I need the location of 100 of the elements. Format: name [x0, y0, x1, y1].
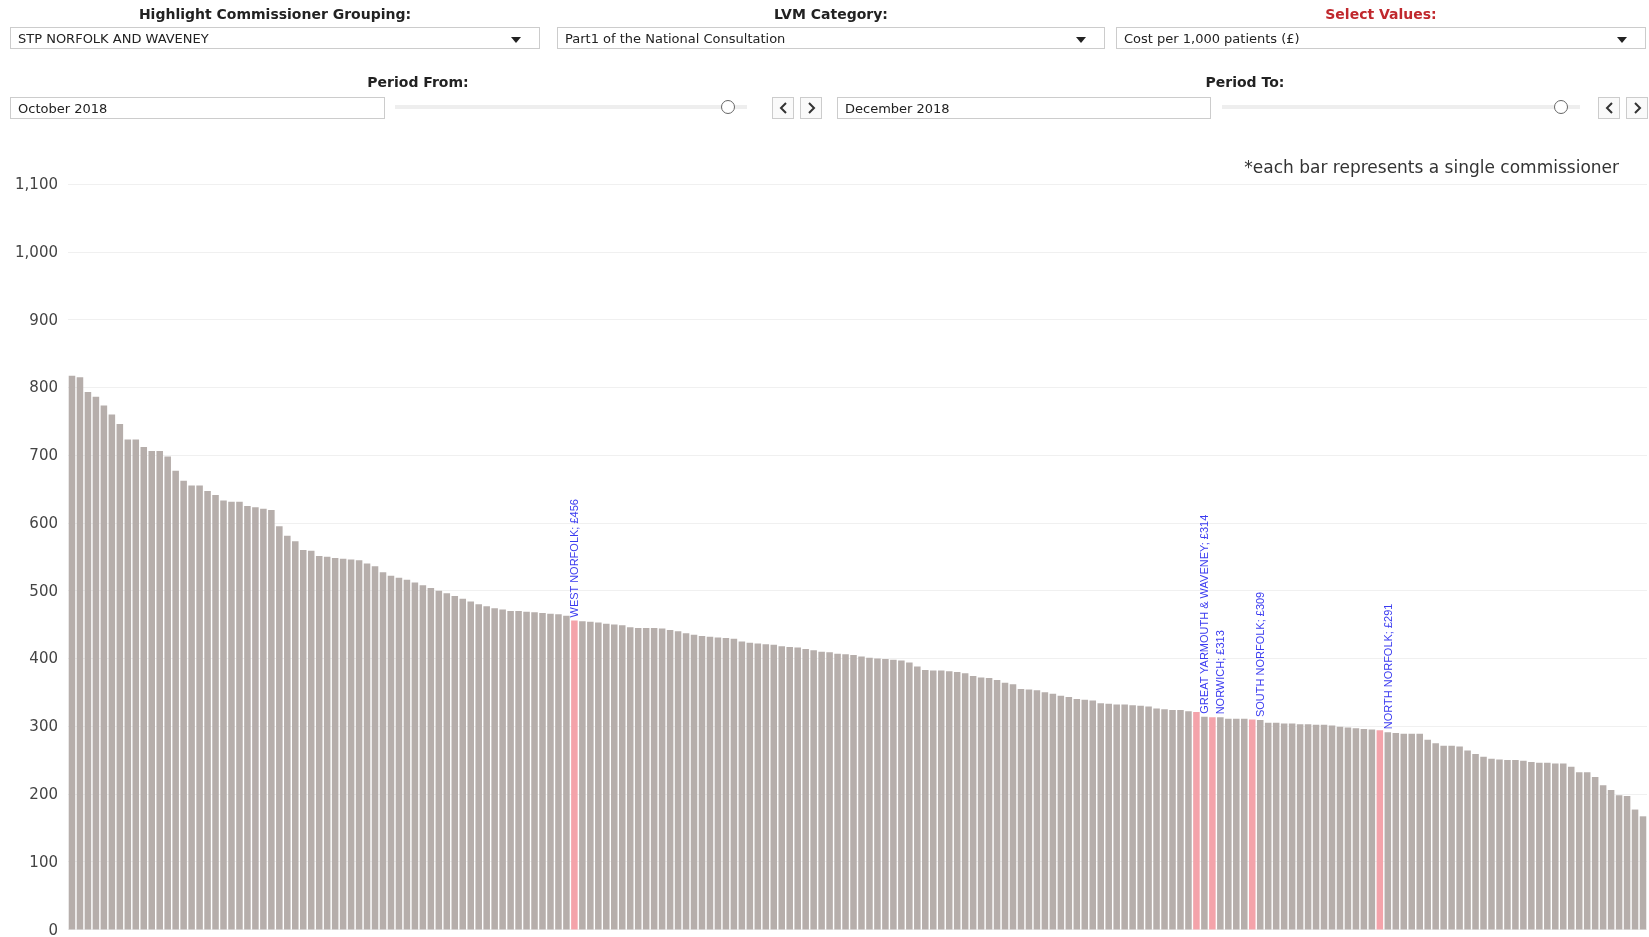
bar: [714, 637, 722, 930]
bar: [754, 643, 762, 930]
bar: [1272, 722, 1280, 930]
bar: [1001, 682, 1009, 930]
bar: [1392, 732, 1400, 930]
bar: [1591, 777, 1599, 930]
bar: [1288, 723, 1296, 930]
bar: [706, 636, 714, 930]
bar: [379, 572, 387, 930]
bar: [339, 558, 347, 930]
text: Cost per 1,000 patients (£): [1116, 27, 1646, 49]
text: December 2018: [837, 97, 1211, 119]
bar: [1296, 724, 1304, 930]
bar: [116, 423, 124, 930]
bar: [730, 638, 738, 930]
bar: [658, 628, 666, 930]
bar: [1025, 689, 1033, 930]
bar: [961, 673, 969, 930]
bar: [1248, 719, 1256, 930]
bar: [1264, 722, 1272, 930]
bar: [1041, 692, 1049, 930]
bar: [92, 396, 100, 930]
bar: [1017, 688, 1025, 930]
bar: [634, 627, 642, 930]
bar: [746, 642, 754, 930]
bar: [1320, 724, 1328, 930]
bar: [642, 627, 650, 930]
bar: [738, 641, 746, 930]
bar: [1201, 716, 1208, 930]
bar: [355, 560, 363, 930]
text: Period From:: [366, 74, 470, 90]
text: STP NORFOLK AND WAVENEY: [10, 27, 540, 49]
bar: [1049, 693, 1057, 930]
bar: [371, 566, 379, 930]
bar: [84, 392, 92, 930]
bar: [435, 590, 443, 930]
bar: [443, 593, 451, 930]
text: Period To:: [1204, 74, 1286, 90]
bar: [1280, 723, 1288, 930]
bar: [1057, 695, 1065, 930]
y-tick-label: 300: [29, 717, 58, 736]
text: Part1 of the National Consultation: [557, 27, 1105, 49]
bar: [682, 633, 690, 930]
data-label: GREAT YARMOUTH & WAVENEY; £314: [1198, 514, 1211, 714]
bar: [722, 638, 730, 930]
y-tick-label: 500: [29, 581, 58, 600]
bar: [68, 375, 76, 930]
y-tick-label: 800: [29, 378, 58, 397]
y-tick-label: 700: [29, 446, 58, 465]
bar: [1344, 727, 1352, 930]
y-tick-label: 400: [29, 649, 58, 668]
bar: [1352, 728, 1360, 930]
bar: [419, 585, 427, 930]
bar: [1073, 699, 1081, 930]
bar: [1009, 684, 1017, 930]
data-label: NORWICH; £313: [1214, 630, 1227, 715]
bar: [108, 414, 116, 930]
data-label: WEST NORFOLK; £456: [568, 499, 581, 618]
bar: [1360, 728, 1368, 930]
bar: [698, 636, 706, 930]
y-tick-label: 200: [29, 784, 58, 803]
text: LVM Category:: [773, 6, 889, 22]
bar: [1304, 724, 1312, 930]
bar: [1583, 772, 1591, 930]
bar: [1328, 725, 1336, 930]
y-tick-label: 1,000: [15, 242, 58, 261]
bar: [76, 377, 84, 930]
bar: [315, 556, 323, 930]
bar: [666, 629, 674, 930]
bar: [1209, 717, 1216, 930]
y-tick-label: 100: [29, 852, 58, 871]
bar: [1033, 690, 1041, 930]
bar: [969, 676, 977, 930]
bar: [347, 559, 355, 930]
bar: [650, 627, 658, 930]
bar: [993, 680, 1001, 930]
bar: [331, 558, 339, 930]
bar: [323, 556, 331, 930]
bar: [1256, 720, 1264, 930]
bar: [1607, 789, 1615, 930]
bar: [1368, 729, 1376, 930]
bar: [1312, 724, 1320, 930]
bar: [690, 634, 698, 930]
bar: [674, 631, 682, 930]
bar: [1631, 809, 1639, 930]
bar: [977, 677, 985, 930]
bar: [363, 563, 371, 930]
bar: [395, 577, 403, 930]
y-tick-label: 600: [29, 513, 58, 532]
text: Highlight Commissioner Grouping:: [137, 6, 413, 22]
text: October 2018: [10, 97, 385, 119]
y-tick-label: 900: [29, 310, 58, 329]
bar: [427, 587, 435, 930]
y-tick-label: 0: [48, 920, 58, 937]
bar: [403, 579, 411, 930]
bar: [1065, 697, 1073, 930]
y-tick-label: 1,100: [15, 175, 58, 193]
bar: [1193, 711, 1200, 930]
text: Select Values:: [1324, 6, 1438, 22]
bar: [1615, 795, 1623, 930]
